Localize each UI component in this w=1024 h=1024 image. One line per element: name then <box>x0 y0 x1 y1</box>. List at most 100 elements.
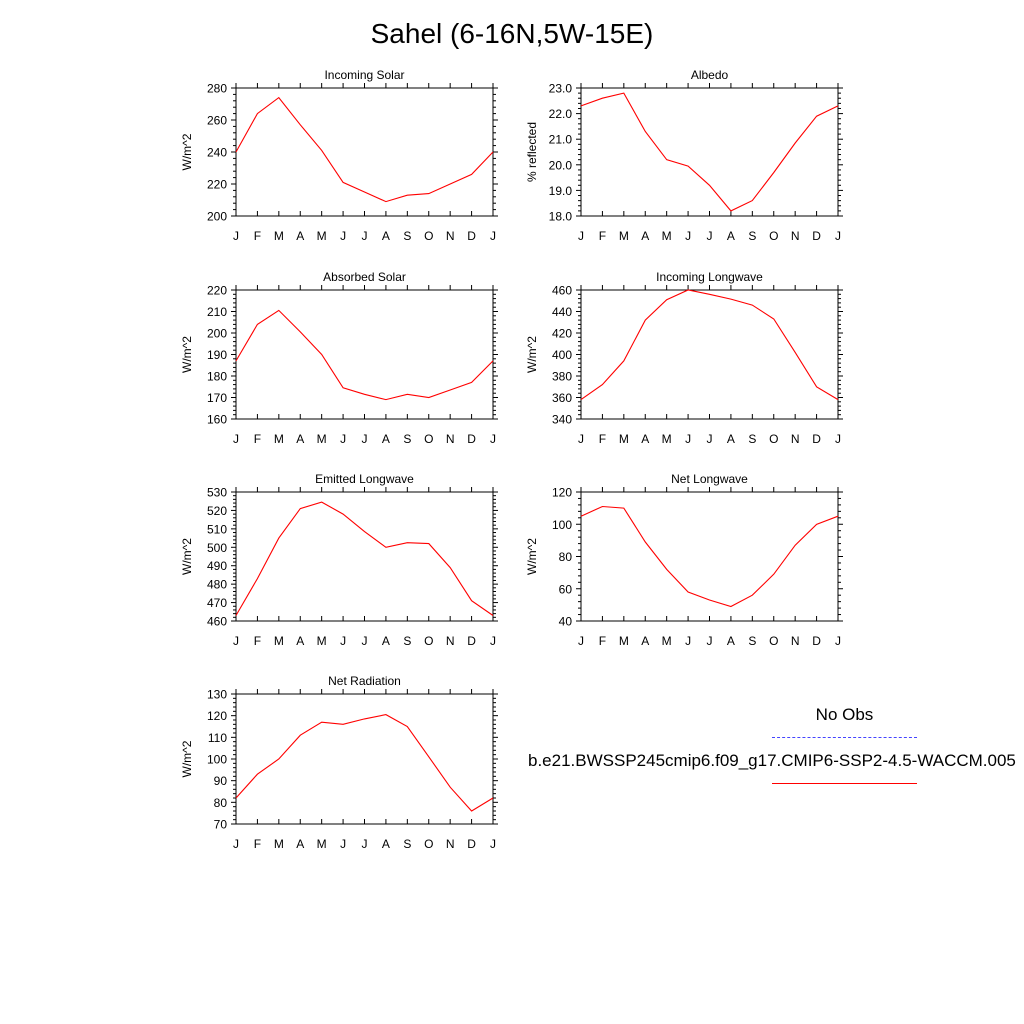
y-tick-label: 110 <box>208 731 227 745</box>
x-tick-label: S <box>748 634 756 648</box>
plot-frame <box>580 87 839 217</box>
plot-frame <box>580 289 839 420</box>
panel-title: Absorbed Solar <box>323 270 406 284</box>
y-tick-label: 90 <box>214 774 228 788</box>
y-tick-label: 40 <box>559 615 573 629</box>
x-tick-label: N <box>791 634 800 648</box>
x-tick-label: J <box>490 229 496 243</box>
panel-title: Net Radiation <box>328 674 401 688</box>
x-tick-label: S <box>403 837 411 851</box>
x-tick-label: F <box>254 634 261 648</box>
chart-panel-2: J F M A M J J A S O N D J18.019.020.021.022.023.0Alb… <box>525 68 843 243</box>
y-tick-label: 260 <box>207 114 227 128</box>
x-tick-label: M <box>274 837 284 851</box>
y-tick-label: 460 <box>207 615 227 629</box>
y-tick-label: 400 <box>552 348 572 362</box>
y-axis-label: W/m^2 <box>180 740 194 777</box>
x-tick-label: F <box>254 432 261 446</box>
x-tick-label: M <box>274 432 284 446</box>
x-tick-label: J <box>490 634 496 648</box>
y-tick-label: 170 <box>207 391 227 405</box>
x-tick-label: M <box>274 634 284 648</box>
x-tick-label: A <box>727 432 735 446</box>
y-tick-label: 530 <box>207 486 227 500</box>
x-tick-label: F <box>254 229 261 243</box>
plot-frame <box>235 289 494 420</box>
y-tick-label: 480 <box>207 578 227 592</box>
x-tick-label: O <box>424 837 433 851</box>
x-tick-label: J <box>340 432 346 446</box>
x-tick-label: S <box>748 432 756 446</box>
x-tick-label: D <box>467 837 476 851</box>
y-tick-label: 510 <box>207 522 227 536</box>
x-tick-label: J <box>835 229 841 243</box>
x-tick-label: A <box>382 837 390 851</box>
y-tick-label: 22.0 <box>549 107 573 121</box>
chart-panel-4: J F M A M J J A S O N D J340360380400420440460Incomi… <box>525 270 843 446</box>
y-tick-label: 490 <box>207 559 227 573</box>
x-tick-label: S <box>748 229 756 243</box>
x-tick-label: J <box>707 634 713 648</box>
y-axis-label: W/m^2 <box>525 538 539 575</box>
x-tick-label: O <box>424 229 433 243</box>
panel-title: Emitted Longwave <box>315 472 414 486</box>
y-tick-label: 23.0 <box>549 82 573 96</box>
x-tick-label: M <box>317 432 327 446</box>
x-tick-label: J <box>685 229 691 243</box>
x-tick-label: A <box>727 634 735 648</box>
x-tick-label: A <box>296 634 304 648</box>
x-tick-label: J <box>578 432 584 446</box>
x-tick-label: J <box>362 432 368 446</box>
x-tick-label: N <box>446 837 455 851</box>
x-tick-label: O <box>769 229 778 243</box>
y-tick-label: 100 <box>207 753 227 767</box>
series-line <box>580 289 839 401</box>
y-tick-label: 80 <box>559 550 573 564</box>
x-tick-label: J <box>578 634 584 648</box>
y-tick-label: 18.0 <box>549 210 573 224</box>
y-tick-label: 240 <box>207 146 227 160</box>
x-tick-label: F <box>599 634 606 648</box>
x-tick-label: M <box>662 432 672 446</box>
panel-title: Albedo <box>691 68 729 82</box>
y-axis-label: W/m^2 <box>525 336 539 373</box>
x-tick-label: D <box>467 634 476 648</box>
x-tick-label: J <box>340 634 346 648</box>
y-tick-label: 21.0 <box>549 133 573 147</box>
x-tick-label: M <box>619 432 629 446</box>
y-tick-label: 130 <box>207 688 227 702</box>
y-tick-label: 190 <box>207 348 227 362</box>
chart-panel-3: J F M A M J J A S O N D J160170180190200210220Absorb… <box>180 270 498 446</box>
x-tick-label: M <box>662 229 672 243</box>
x-tick-label: D <box>812 634 821 648</box>
panel-title: Net Longwave <box>671 472 748 486</box>
x-tick-label: N <box>791 432 800 446</box>
y-tick-label: 460 <box>552 284 572 298</box>
y-tick-label: 500 <box>207 541 227 555</box>
x-tick-label: J <box>340 837 346 851</box>
y-tick-label: 60 <box>559 582 573 596</box>
x-tick-label: O <box>769 634 778 648</box>
legend-obs-line <box>772 737 917 738</box>
y-tick-label: 220 <box>207 178 227 192</box>
y-tick-label: 360 <box>552 391 572 405</box>
x-tick-label: J <box>707 229 713 243</box>
x-tick-label: D <box>467 229 476 243</box>
x-tick-label: A <box>382 634 390 648</box>
x-tick-label: J <box>340 229 346 243</box>
x-tick-label: J <box>362 229 368 243</box>
y-tick-label: 200 <box>207 327 227 341</box>
x-tick-label: M <box>317 229 327 243</box>
series-line <box>235 714 494 812</box>
y-tick-label: 340 <box>552 413 572 427</box>
x-tick-label: A <box>296 432 304 446</box>
x-tick-label: J <box>233 229 239 243</box>
y-axis-label: W/m^2 <box>180 133 194 170</box>
y-tick-label: 380 <box>552 370 572 384</box>
series-line <box>580 92 839 212</box>
legend-model-label: b.e21.BWSSP245cmip6.f09_g17.CMIP6-SSP2-4… <box>528 751 1016 770</box>
x-tick-label: J <box>578 229 584 243</box>
